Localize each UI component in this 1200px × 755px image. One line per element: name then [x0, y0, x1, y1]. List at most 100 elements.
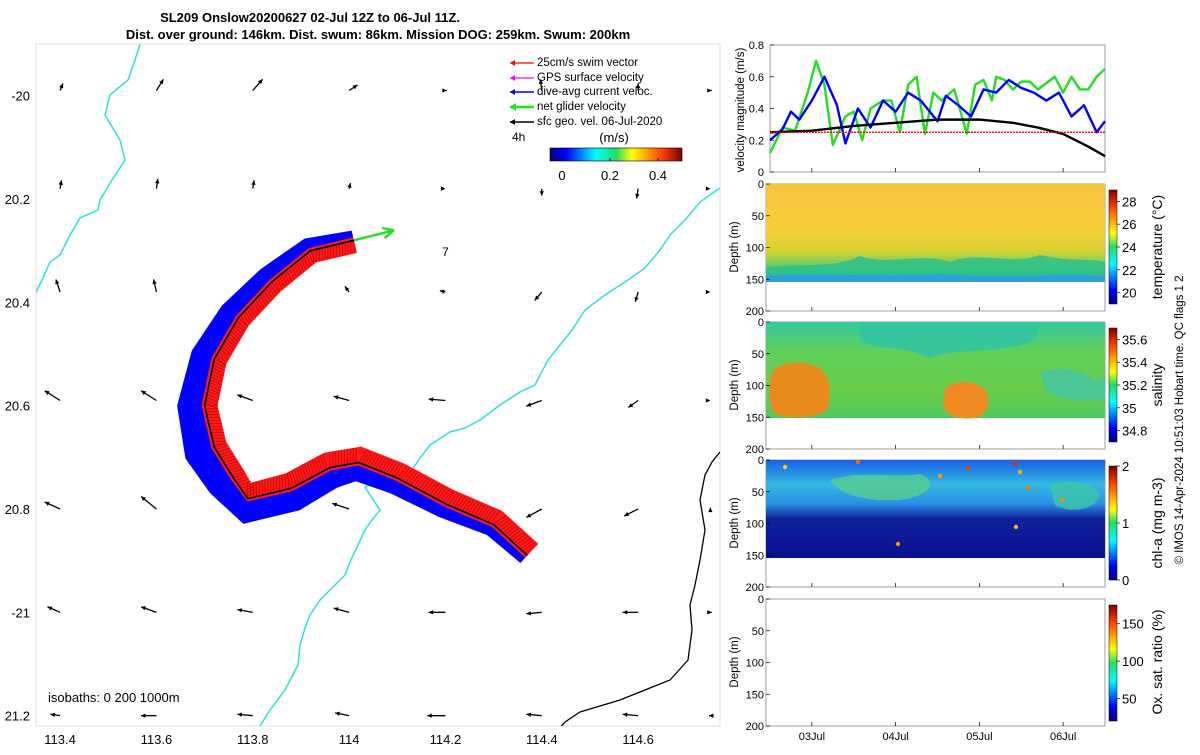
colorbar-tick: 50	[1122, 692, 1136, 707]
chla-colorbar	[1109, 466, 1117, 580]
depth-ytick: 150	[746, 412, 764, 424]
depth-ytick: 0	[758, 317, 764, 329]
map-xtick: 113.4	[44, 732, 76, 747]
colorbar-tick: 20	[1122, 286, 1136, 301]
colorbar-speed-tick: 0	[558, 168, 565, 183]
legend-time-step: 4h	[512, 130, 525, 144]
velocity-panel: 0 0.2 0.4 0.6 0.8 velocity magnitude (m/s)	[735, 40, 1105, 179]
colorbar-tick: 35.4	[1122, 355, 1147, 370]
temperature-colorbar	[1109, 190, 1117, 304]
chla-point	[1013, 462, 1017, 466]
chla-point	[966, 466, 970, 470]
colorbar-tick: 100	[1122, 654, 1144, 669]
title-line-2: Dist. over ground: 146km. Dist. swum: 86…	[126, 27, 630, 42]
velocity-ytick: 0.8	[749, 40, 764, 52]
map-xtick: 114.6	[622, 732, 654, 747]
colorbar-tick: 34.8	[1122, 424, 1147, 439]
depth-ytick: 50	[752, 626, 764, 638]
velocity-ytick: 0.6	[749, 72, 764, 84]
salinity-high-patch-1	[769, 363, 829, 418]
colorbar-tick: 22	[1122, 263, 1136, 278]
chla-point	[783, 465, 787, 469]
chla-colorbar-ticks: 2 1 0	[1117, 459, 1129, 588]
chla-point	[1060, 498, 1064, 502]
depth-ytick: 200	[746, 582, 764, 594]
depth-ytick: 50	[752, 349, 764, 361]
colorbar-tick: 2	[1122, 459, 1129, 474]
oxygen-colorbar	[1109, 605, 1117, 721]
map-ytick: 21.2	[5, 709, 30, 724]
velocity-ylabel: velocity magnitude (m/s)	[735, 48, 747, 173]
depth-ytick: 0	[758, 179, 764, 191]
salinity-colorbar-ticks: 35.6 35.4 35.2 35 34.8	[1117, 332, 1147, 438]
isobaths-label: isobaths: 0 200 1000m	[48, 690, 180, 705]
colorbar-tick: 35.6	[1122, 332, 1147, 347]
map-axes	[36, 44, 720, 726]
colorbar-speed-label: (m/s)	[599, 130, 629, 145]
svg-text:net glider velocity: net glider velocity	[537, 101, 626, 113]
chla-point	[1018, 470, 1022, 474]
colorbar-tick: 28	[1122, 194, 1136, 209]
map-ytick: 20.8	[5, 502, 30, 517]
temperature-colorbar-ticks: 28 26 24 22 20	[1117, 194, 1136, 300]
time-tick-label: 04Jul	[882, 731, 908, 743]
depth-ytick: 100	[746, 381, 764, 393]
time-tick-label: 03Jul	[799, 731, 825, 743]
depth-ytick: 200	[746, 721, 764, 733]
map-xtick: 113.6	[141, 732, 173, 747]
colorbar-tick: 0	[1122, 573, 1129, 588]
map-ytick: 20.2	[5, 192, 30, 207]
chla-point	[856, 460, 860, 464]
colorbar-tick: 1	[1122, 516, 1129, 531]
depth-ytick: 50	[752, 487, 764, 499]
temperature-cbar-label: temperature (°C)	[1149, 195, 1165, 299]
velocity-ytick: 0.4	[749, 104, 764, 116]
chla-point	[1014, 525, 1018, 529]
colorbar-speed	[550, 148, 682, 161]
svg-text:GPS surface velocity: GPS surface velocity	[537, 72, 644, 84]
salinity-high-patch-2	[943, 382, 988, 418]
colorbar-tick: 26	[1122, 217, 1136, 232]
depth-ytick: 0	[758, 594, 764, 606]
map-ytick: -20	[11, 89, 30, 104]
svg-text:sfc geo. vel. 06-Jul-2020: sfc geo. vel. 06-Jul-2020	[537, 116, 662, 128]
depth-ytick: 150	[746, 689, 764, 701]
temperature-ylabel: Depth (m)	[729, 221, 741, 272]
map-ytick: -21	[11, 605, 30, 620]
depth-ytick: 150	[746, 274, 764, 286]
velocity-ytick: 0	[758, 167, 764, 179]
chla-ylabel: Depth (m)	[729, 497, 741, 548]
velocity-axes	[770, 45, 1105, 172]
svg-text:25cm/s swim vector: 25cm/s swim vector	[537, 57, 638, 69]
depth-ytick: 100	[746, 243, 764, 255]
map-ytick: 20.6	[5, 399, 30, 414]
oxygen-ylabel: Depth (m)	[729, 636, 741, 687]
colorbar-tick: 24	[1122, 240, 1136, 255]
map-ytick: 20.4	[5, 295, 30, 310]
depth-ytick: 0	[758, 455, 764, 467]
track-day-label: 7	[442, 245, 449, 259]
velocity-ytick: 0.2	[749, 135, 764, 147]
title-line-1: SL209 Onslow20200627 02-Jul 12Z to 06-Ju…	[160, 10, 460, 25]
chla-field	[766, 460, 1105, 558]
oxygen-axes	[766, 599, 1105, 726]
map-xtick: 114.4	[526, 732, 558, 747]
colorbar-speed-tick: 0.2	[601, 168, 619, 183]
depth-ytick: 50	[752, 211, 764, 223]
credit-text: © IMOS 14-Apr-2024 10:51:03 Hobart time.…	[1174, 275, 1186, 564]
chla-cbar-label: chl-a (mg m-3)	[1149, 477, 1165, 568]
depth-ytick: 150	[746, 550, 764, 562]
colorbar-tick: 35	[1122, 401, 1136, 416]
salinity-cbar-label: salinity	[1149, 364, 1165, 407]
colorbar-tick: 35.2	[1122, 378, 1147, 393]
oxygen-cbar-label: Ox. sat. ratio (%)	[1149, 609, 1165, 714]
depth-ytick: 100	[746, 519, 764, 531]
map-xtick: 114.2	[430, 732, 462, 747]
